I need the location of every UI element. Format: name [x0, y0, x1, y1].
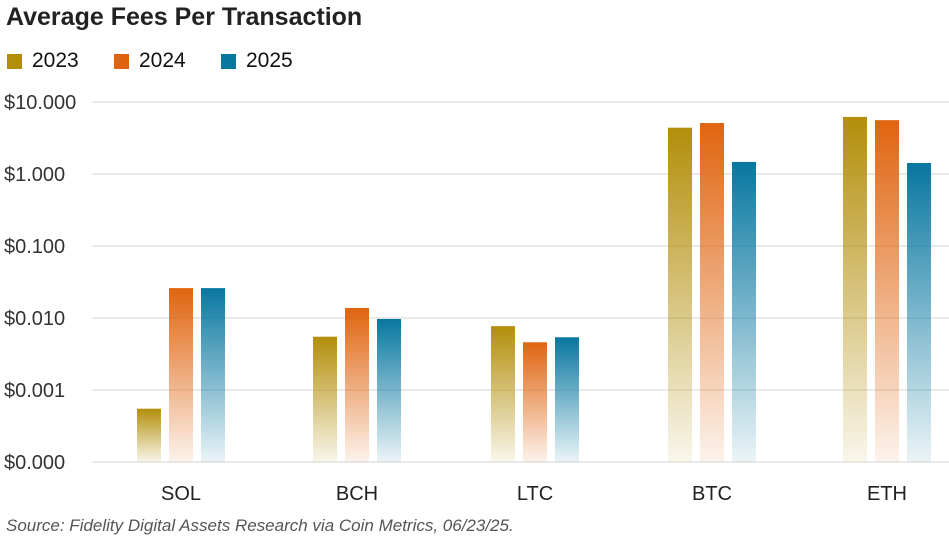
y-tick-label: $0.001	[4, 380, 65, 402]
bar-eth-2024	[875, 120, 899, 462]
y-tick-label: $0.100	[4, 236, 65, 258]
legend-swatch	[7, 53, 22, 69]
y-tick-label: $1.000	[4, 164, 65, 186]
bar-bch-2023	[313, 336, 337, 462]
bar-sol-2025	[201, 288, 225, 462]
bar-bch-2025	[377, 318, 401, 462]
legend-item-2025: 2025	[221, 49, 293, 73]
legend-label: 2023	[32, 49, 79, 72]
bar-btc-2024	[700, 123, 724, 463]
y-tick-label: $10.000	[4, 92, 76, 114]
legend-label: 2025	[246, 49, 293, 72]
bar-bch-2024	[345, 307, 369, 462]
x-tick-label: BCH	[336, 483, 378, 505]
source-note: Source: Fidelity Digital Assets Research…	[6, 516, 514, 535]
bar-sol-2023	[137, 408, 161, 462]
bar-btc-2023	[668, 127, 692, 462]
bar-eth-2023	[843, 116, 867, 462]
legend-label: 2024	[139, 49, 186, 72]
bar-eth-2025	[907, 163, 931, 463]
bar-sol-2024	[169, 288, 193, 462]
bar-btc-2025	[732, 161, 756, 462]
chart-title: Average Fees Per Transaction	[6, 3, 363, 31]
legend-swatch	[221, 53, 236, 69]
x-tick-label: LTC	[517, 483, 553, 505]
legend-item-2024: 2024	[114, 49, 186, 73]
legend-item-2023: 2023	[7, 49, 79, 73]
legend-swatch	[114, 53, 129, 69]
y-tick-label: $0.010	[4, 308, 65, 330]
x-tick-label: ETH	[867, 483, 907, 505]
bar-ltc-2023	[491, 326, 515, 462]
bar-ltc-2025	[555, 337, 579, 462]
x-tick-label: SOL	[161, 483, 201, 505]
y-tick-label: $0.000	[4, 452, 65, 474]
bar-ltc-2024	[523, 342, 547, 462]
x-tick-label: BTC	[692, 483, 732, 505]
